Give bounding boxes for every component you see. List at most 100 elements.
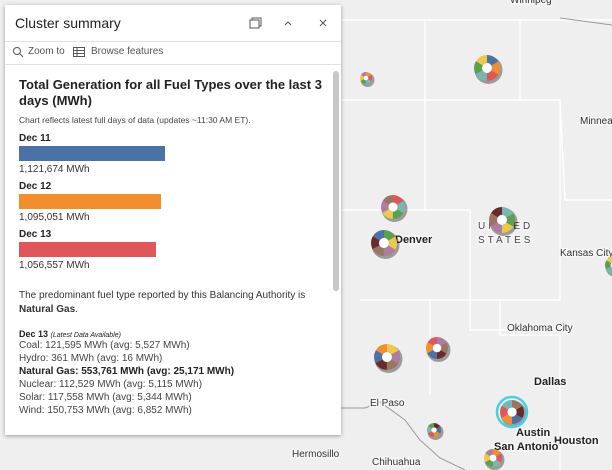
cluster-symbol[interactable] <box>360 72 375 87</box>
fuel-row: Solar: 117,558 MWh (avg: 5,344 MWh) <box>19 392 192 403</box>
symbol-segment <box>360 72 373 85</box>
place-label: Houston <box>554 435 599 447</box>
dock-button[interactable] <box>248 16 262 30</box>
fuel-list: Coal: 121,595 MWh (avg: 5,527 MWh) Hydro:… <box>19 339 327 417</box>
symbol-segment <box>373 344 400 371</box>
cluster-symbol[interactable] <box>381 194 408 222</box>
symbol-segment <box>484 448 503 467</box>
chart-heading: Total Generation for all Fuel Types over… <box>19 77 322 108</box>
cluster-symbol[interactable] <box>427 422 444 440</box>
popup-title: Cluster summary <box>15 15 121 31</box>
place-label: Winnipeg <box>510 0 552 6</box>
table-icon <box>73 47 85 57</box>
place-label: Hermosillo <box>292 449 340 460</box>
place-label: San Antonio <box>494 441 559 453</box>
symbol-segment <box>484 448 503 467</box>
symbol-segment <box>500 399 525 424</box>
symbol-segment <box>427 422 442 437</box>
cluster-symbol[interactable] <box>484 448 505 470</box>
summary: The predominant fuel type reported by th… <box>19 289 327 317</box>
place-label: Chihuahua <box>372 457 421 468</box>
symbol-segment <box>370 230 397 257</box>
state-borders <box>340 19 612 470</box>
symbol-segment <box>427 422 442 437</box>
popup-panel: Cluster summary Zoom to Browse features … <box>5 5 341 435</box>
cluster-symbol[interactable] <box>373 344 403 373</box>
symbol-segment <box>425 337 448 360</box>
symbol-segment <box>500 399 525 424</box>
collapse-button[interactable] <box>282 17 294 29</box>
browse-features-button[interactable]: Browse features <box>91 46 164 57</box>
scrollbar[interactable] <box>333 71 339 291</box>
bar-date: Dec 12 <box>19 181 52 192</box>
bar-value-label: 1,121,674 MWh <box>19 164 90 175</box>
symbol-segment <box>488 207 515 234</box>
zoom-to-button[interactable]: Zoom to <box>28 46 65 57</box>
selection-halo <box>495 395 529 429</box>
symbol-segment <box>373 344 400 371</box>
symbol-segment <box>484 448 503 467</box>
symbol-segment <box>484 448 503 467</box>
cluster-symbol[interactable] <box>495 395 529 429</box>
cluster-symbol[interactable] <box>425 337 451 362</box>
symbol-segment <box>427 422 442 437</box>
symbol-segment <box>474 55 501 82</box>
popup-content: Total Generation for all Fuel Types over… <box>5 65 327 435</box>
fuel-row: Coal: 121,595 MWh (avg: 5,527 MWh) <box>19 340 190 351</box>
bar-value-label: 1,056,557 MWh <box>19 260 90 271</box>
zoom-icon <box>13 47 24 58</box>
symbol-segment <box>381 194 406 219</box>
place-label: El Paso <box>370 398 405 409</box>
latest-note: (Latest Data Available) <box>50 332 121 339</box>
summary-end: . <box>75 304 78 315</box>
close-button[interactable] <box>317 17 329 29</box>
symbol-hole <box>432 343 442 353</box>
place-label: Kansas City <box>560 248 612 259</box>
symbol-hole <box>382 352 392 362</box>
symbol-hole <box>507 407 517 417</box>
cluster-symbol[interactable] <box>370 230 400 259</box>
symbol-segment <box>425 337 448 360</box>
symbol-segment <box>373 344 400 371</box>
symbol-segment <box>360 72 373 85</box>
fuel-row: Wind: 150,753 MWh (avg: 6,852 MWh) <box>19 405 192 416</box>
popup-toolbar: Zoom to Browse features <box>5 42 341 65</box>
popup-header: Cluster summary <box>5 5 341 42</box>
place-label: Oklahoma City <box>507 323 573 334</box>
bar-date: Dec 11 <box>19 133 51 144</box>
symbol-segment <box>474 55 501 82</box>
symbol-hole <box>363 75 369 81</box>
symbol-hole <box>388 202 398 212</box>
symbol-segment <box>370 230 397 257</box>
symbol-segment <box>488 207 515 234</box>
bar-list: Dec 11 1,121,674 MWh Dec 12 1,095,051 MWh De… <box>19 133 327 271</box>
symbol-hole <box>431 427 437 433</box>
symbol-segment <box>500 399 525 424</box>
bar <box>19 146 165 161</box>
latest-heading: Dec 13 (Latest Data Available) <box>19 329 327 339</box>
symbol-segment <box>488 207 515 234</box>
symbol-hole <box>379 238 389 248</box>
latest-date: Dec 13 <box>19 329 49 339</box>
place-label: STATES <box>478 235 533 246</box>
bar-date: Dec 13 <box>19 229 52 240</box>
fuel-row: Nuclear: 112,529 MWh (avg: 5,115 MWh) <box>19 379 203 390</box>
country-border <box>559 17 612 26</box>
cluster-symbol[interactable] <box>474 55 503 84</box>
bar <box>19 194 162 209</box>
cluster-symbol[interactable] <box>488 207 518 236</box>
bar-value-label: 1,095,051 MWh <box>19 212 90 223</box>
symbol-segment <box>605 255 612 274</box>
place-label: Denver <box>395 234 433 246</box>
symbol-hole <box>482 63 492 73</box>
symbol-segment <box>474 55 501 82</box>
summary-fuel: Natural Gas <box>19 304 76 315</box>
place-label: Austin <box>516 427 551 439</box>
place-label: Minneap <box>580 116 612 127</box>
symbol-segment <box>427 422 442 437</box>
summary-text: The predominant fuel type reported by th… <box>19 290 306 301</box>
symbol-segment <box>381 194 406 219</box>
bar <box>19 242 157 257</box>
symbol-segment <box>381 194 406 219</box>
